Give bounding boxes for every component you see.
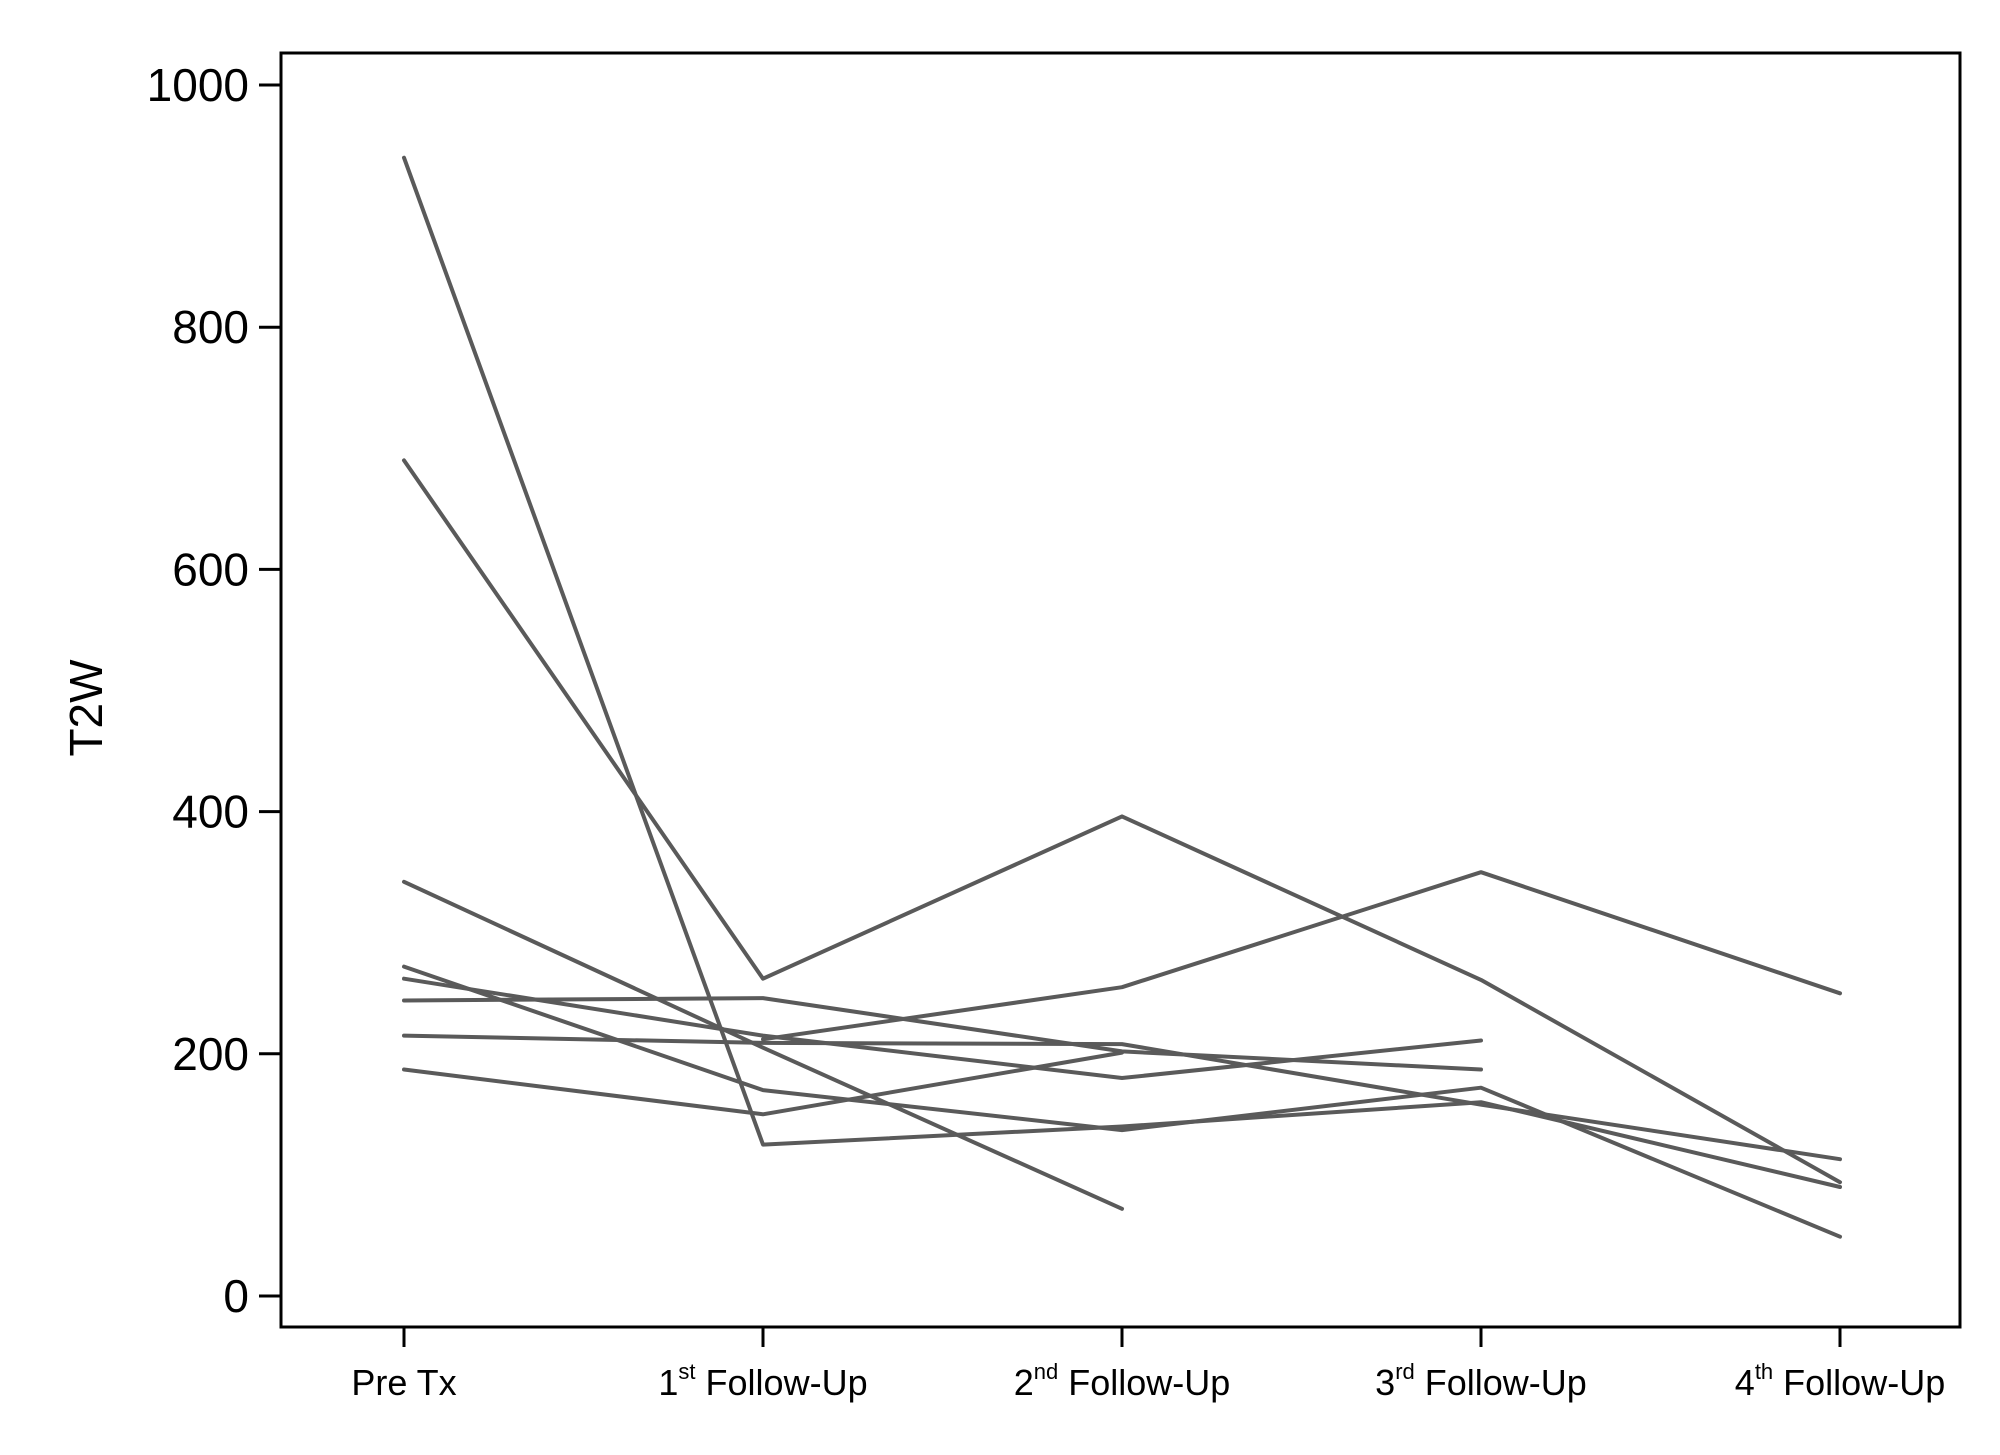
x-tick-label-main: 4	[1735, 1362, 1755, 1403]
x-tick-label: 1st Follow-Up	[658, 1359, 867, 1403]
series-group	[402, 155, 1842, 1239]
x-tick-label-superscript: th	[1755, 1359, 1773, 1384]
y-tick-label: 600	[172, 543, 249, 595]
x-tick-label: 4th Follow-Up	[1735, 1359, 1945, 1403]
x-tick-label-superscript: rd	[1395, 1359, 1415, 1384]
x-tick-label-suffix: Follow-Up	[696, 1362, 868, 1403]
x-tick-label: 2nd Follow-Up	[1014, 1359, 1231, 1403]
series-line-8	[402, 1050, 1124, 1117]
series-line-1	[402, 155, 1842, 1189]
x-tick-label-suffix: Follow-Up	[1773, 1362, 1945, 1403]
x-tick-label: 3rd Follow-Up	[1375, 1359, 1587, 1403]
series-line-3	[402, 879, 1124, 1211]
y-tick-label: 800	[172, 301, 249, 353]
plot-frame	[279, 51, 1962, 1329]
y-tick-label: 400	[172, 786, 249, 838]
x-tick-label-main: 1	[658, 1362, 678, 1403]
x-tick-label-main: Pre Tx	[351, 1362, 456, 1403]
y-tick-label: 200	[172, 1028, 249, 1080]
y-tick-label: 0	[223, 1270, 249, 1322]
x-axis: Pre Tx 1st Follow-Up 2nd Follow-Up 3rd Foll…	[351, 1327, 1945, 1403]
series-line-6	[402, 996, 1483, 1072]
x-tick-label-superscript: st	[678, 1359, 695, 1384]
series-line-7	[402, 1033, 1842, 1162]
x-tick-label-main: 3	[1375, 1362, 1395, 1403]
x-tick-label-suffix: Follow-Up	[1058, 1362, 1230, 1403]
x-tick-label: Pre Tx	[351, 1362, 456, 1403]
x-tick-label-suffix: Follow-Up	[1415, 1362, 1587, 1403]
x-tick-label-main: 2	[1014, 1362, 1034, 1403]
y-axis-label: T2W	[60, 659, 112, 757]
series-line-9	[761, 870, 1842, 1042]
x-tick-label-superscript: nd	[1034, 1359, 1058, 1384]
series-line-4	[402, 964, 1842, 1239]
y-tick-label: 1000	[147, 59, 249, 111]
series-line-2	[402, 458, 1842, 1185]
y-axis: 0 200 400 600 800 1000	[147, 59, 281, 1322]
